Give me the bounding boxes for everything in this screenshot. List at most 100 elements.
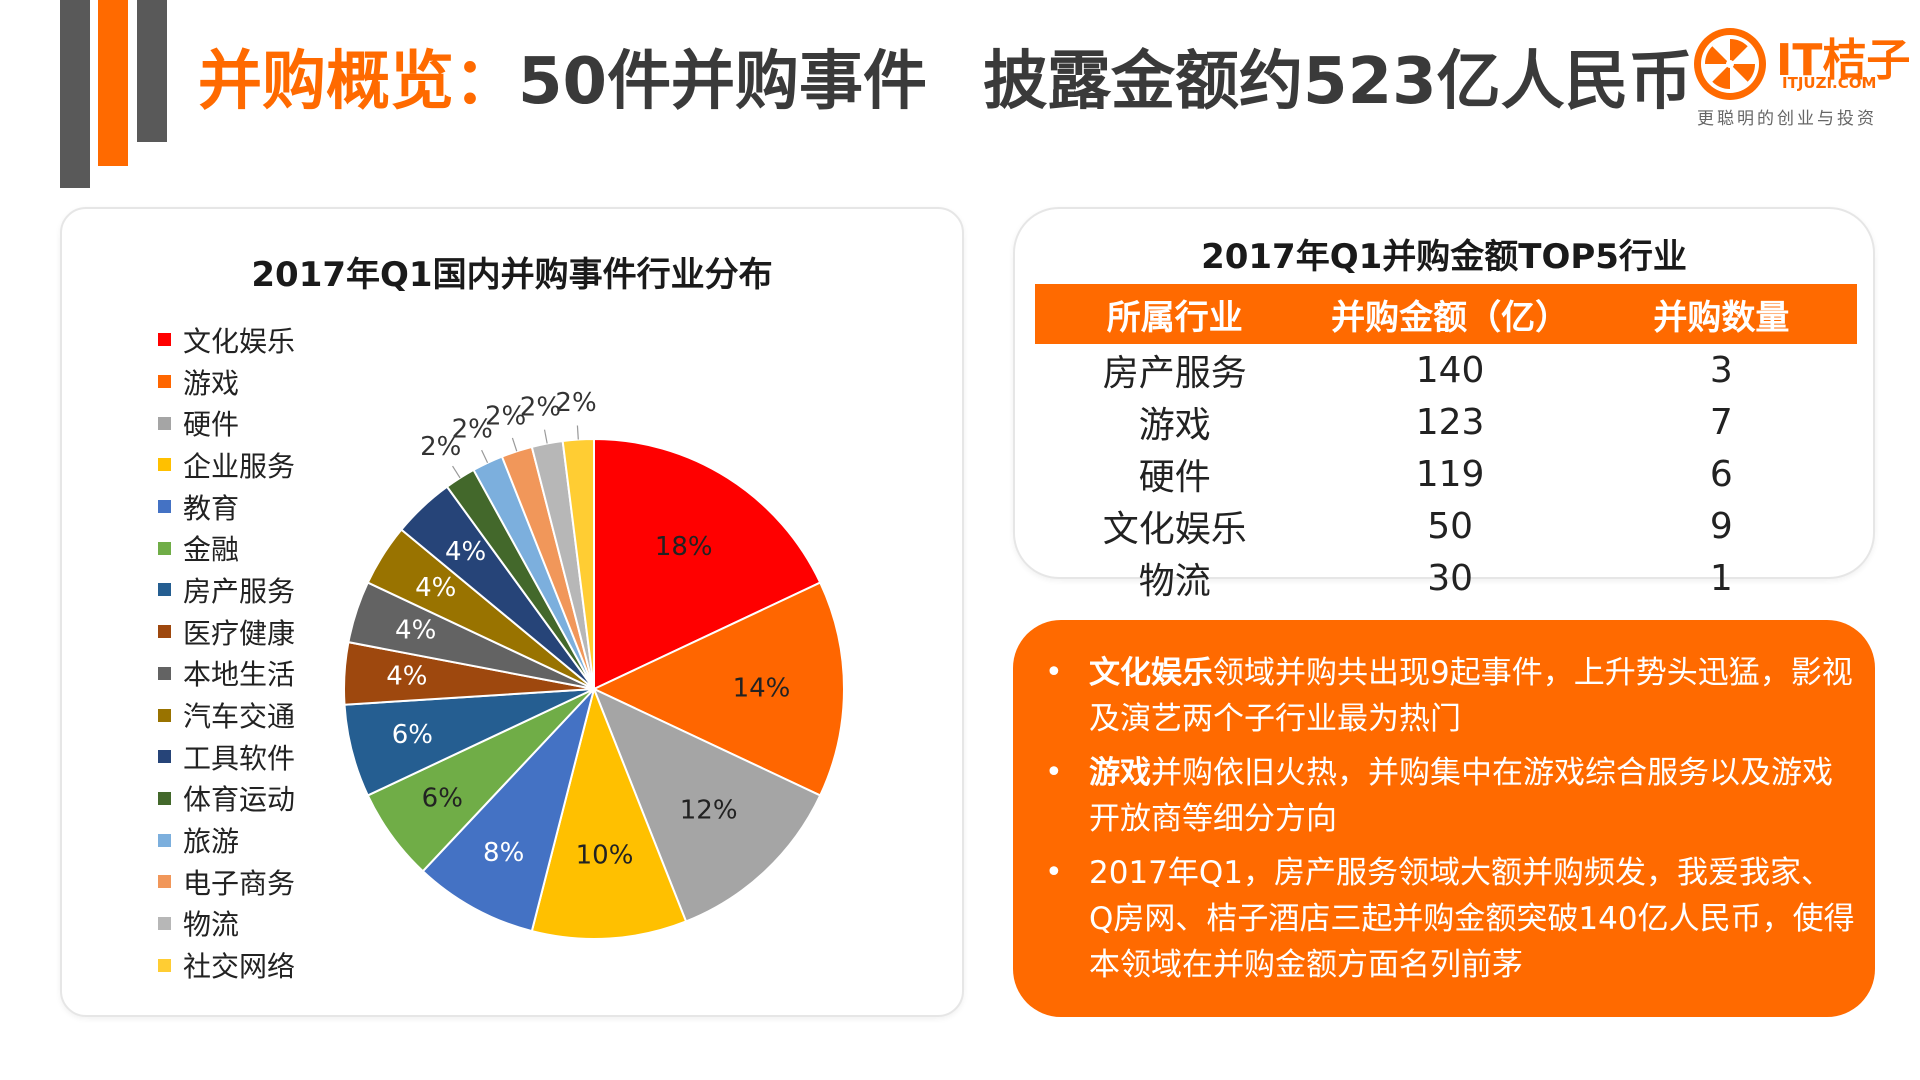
cell-amount: 140 (1415, 349, 1485, 391)
pie-slice (530, 685, 688, 940)
pie-data-label: 2% (555, 388, 596, 418)
legend-label: 企业服务 (183, 449, 296, 483)
legend-label: 硬件 (183, 408, 240, 442)
cell-amount: 119 (1415, 453, 1485, 495)
summary-bullet: • 游戏并购依旧火热，并购集中在游戏综合服务以及游戏开放商等细分方向 (1045, 750, 1855, 842)
legend-label: 教育 (183, 491, 240, 525)
legend-item: 游戏 (158, 361, 295, 403)
bullet-text: 2017年Q1，房产服务领域大额并购频发，我爱我家、Q房网、桔子酒店三起并购金额… (1089, 855, 1855, 983)
cell-amount: 30 (1427, 557, 1473, 599)
legend-swatch (158, 791, 171, 805)
legend-swatch (158, 416, 171, 430)
legend-swatch (158, 916, 171, 930)
orange-slice-icon (1694, 28, 1766, 100)
legend-item: 企业服务 (158, 444, 295, 486)
pie-slice (593, 437, 822, 691)
leader-line (543, 429, 548, 444)
table-row: 文化娱乐 50 9 (1035, 500, 1857, 552)
legend-label: 社交网络 (183, 950, 296, 984)
leader-line (481, 449, 489, 464)
page-title: 并购概览：50件并购事件 披露金额约523亿人民币 (198, 32, 1693, 132)
bullet-text: 并购依旧火热，并购集中在游戏综合服务以及游戏开放商等细分方向 (1089, 755, 1833, 837)
pie-slice (591, 581, 845, 797)
legend-item: 体育运动 (158, 778, 295, 820)
legend-label: 旅游 (183, 825, 240, 859)
decorative-bar-accent (98, 0, 128, 166)
legend-item: 旅游 (158, 819, 295, 861)
logo-slogan-text: 更聪明的创业与投资 (1697, 109, 1877, 129)
legend-swatch (158, 583, 171, 597)
legend-label: 金融 (183, 533, 240, 567)
legend-label: 体育运动 (183, 783, 296, 817)
pie-data-label: 6% (392, 720, 433, 750)
pie-data-label: 4% (415, 573, 456, 603)
cell-industry: 物流 (1138, 561, 1211, 602)
cell-count: 7 (1709, 401, 1733, 443)
page-title-part2: 披露金额约523亿人民币 (983, 45, 1693, 119)
legend-item: 医疗健康 (158, 611, 295, 653)
legend-item: 金融 (158, 527, 295, 569)
decorative-bar-right (137, 0, 167, 142)
legend-swatch (158, 333, 171, 347)
cell-count: 9 (1709, 505, 1733, 547)
pie-data-label: 2% (452, 415, 493, 445)
table-row: 硬件 119 6 (1035, 448, 1857, 500)
legend-item: 房产服务 (158, 569, 295, 611)
legend-item: 硬件 (158, 402, 295, 444)
legend-swatch (158, 375, 171, 389)
page-title-part1: 50件并购事件 (518, 45, 928, 119)
summary-bullet: • 2017年Q1，房产服务领域大额并购频发，我爱我家、Q房网、桔子酒店三起并购… (1045, 850, 1855, 988)
industry-pie-chart: 18%14%12%10%8%6%6%4%4%4%4%2%2%2%2%2% (343, 388, 845, 940)
legend-item: 本地生活 (158, 653, 295, 695)
leader-line (576, 425, 579, 440)
legend-item: 汽车交通 (158, 694, 295, 736)
legend-swatch (158, 625, 171, 639)
top5-table: 所属行业 并购金额（亿） 并购数量 房产服务 140 3 游戏 123 7 硬件… (1035, 284, 1857, 604)
pie-data-label: 6% (422, 784, 463, 814)
pie-data-label: 10% (576, 841, 634, 871)
cell-industry: 房产服务 (1102, 353, 1247, 394)
legend-swatch (158, 750, 171, 764)
summary-bullet: • 文化娱乐领域并购共出现9起事件，上升势头迅猛，影视及演艺两个子行业最为热门 (1045, 650, 1855, 742)
header-industry: 所属行业 (1035, 284, 1315, 344)
legend-item: 物流 (158, 903, 295, 945)
legend-label: 汽车交通 (183, 700, 296, 734)
legend-item: 工具软件 (158, 736, 295, 778)
pie-data-label: 14% (733, 674, 791, 704)
pie-data-label: 18% (655, 532, 713, 562)
legend-label: 文化娱乐 (183, 324, 296, 358)
legend-swatch (158, 875, 171, 889)
pie-data-label: 12% (680, 796, 738, 826)
legend-swatch (158, 666, 171, 680)
bullet-text: 领域并购共出现9起事件，上升势头迅猛，影视及演艺两个子行业最为热门 (1089, 655, 1853, 737)
cell-industry: 游戏 (1138, 405, 1211, 446)
legend-label: 游戏 (183, 366, 240, 400)
legend-swatch (158, 500, 171, 514)
pie-data-label: 2% (485, 401, 526, 431)
legend-label: 医疗健康 (183, 616, 296, 650)
legend-label: 房产服务 (183, 574, 296, 608)
cell-count: 6 (1709, 453, 1733, 495)
legend-item: 社交网络 (158, 944, 295, 986)
table-row: 房产服务 140 3 (1035, 344, 1857, 396)
legend-swatch (158, 708, 171, 722)
page-title-accent: 并购概览： (198, 45, 518, 119)
table-row: 游戏 123 7 (1035, 396, 1857, 448)
pie-data-label: 2% (520, 393, 561, 423)
legend-swatch (158, 458, 171, 472)
bullet-dot-icon: • (1045, 655, 1063, 690)
top5-panel: 2017年Q1并购金额TOP5行业 所属行业 并购金额（亿） 并购数量 房产服务… (1013, 207, 1875, 602)
chart-legend: 文化娱乐游戏硬件企业服务教育金融房产服务医疗健康 本地生活汽车交通 工具软件体育运动… (158, 319, 295, 986)
cell-amount: 50 (1427, 505, 1473, 547)
leader-line (511, 437, 518, 452)
pie-slice (592, 687, 822, 923)
decorative-bar-left (60, 0, 90, 188)
summary-panel: • 文化娱乐领域并购共出现9起事件，上升势头迅猛，影视及演艺两个子行业最为热门 … (1013, 620, 1875, 1017)
legend-swatch (158, 541, 171, 555)
cell-industry: 文化娱乐 (1102, 509, 1247, 550)
cell-industry: 硬件 (1138, 457, 1211, 498)
pie-data-label: 4% (445, 537, 486, 567)
legend-item: 电子商务 (158, 861, 295, 903)
logo-domain-text: ITJUZI.COM (1782, 74, 1877, 92)
bullet-highlight: 文化娱乐 (1089, 655, 1213, 691)
